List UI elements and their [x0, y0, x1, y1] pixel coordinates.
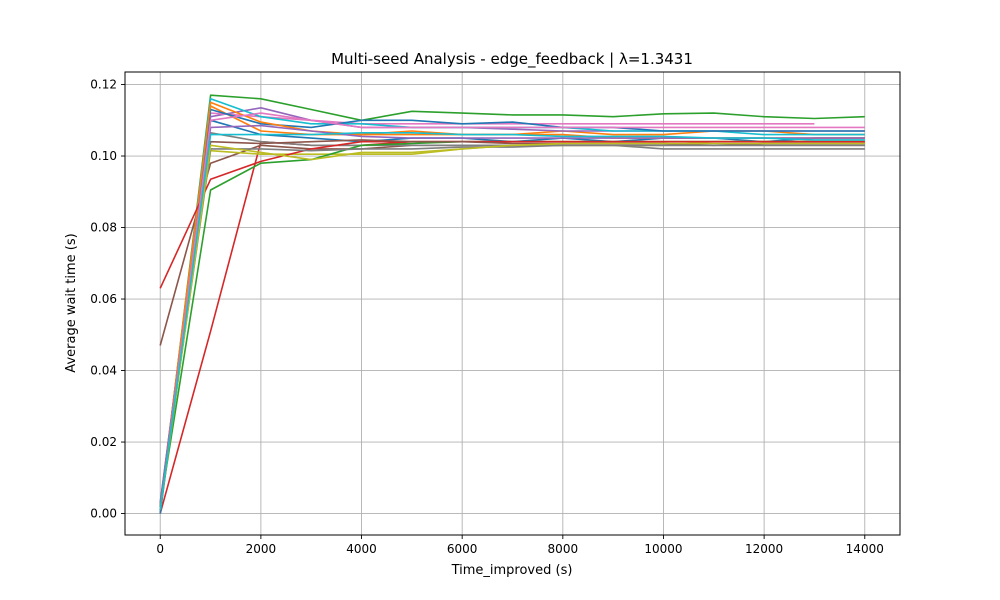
series-line-18 — [159, 144, 865, 507]
series-line-14 — [159, 140, 865, 289]
x-tick-label: 2000 — [246, 542, 277, 556]
x-tick-label: 8000 — [548, 542, 579, 556]
y-tick-label: 0.12 — [90, 78, 117, 92]
x-tick-label: 12000 — [745, 542, 783, 556]
y-tick-label: 0.08 — [90, 221, 117, 235]
plot-frame — [124, 71, 901, 536]
x-axis-label: Time_improved (s) — [451, 563, 573, 578]
series-line-17 — [159, 112, 865, 511]
y-axis-label: Average wait time (s) — [64, 233, 79, 372]
x-axis-ticks: 0 2000 4000 6000 8000 10000 12000 14000 — [156, 535, 884, 556]
y-tick-label: 0.02 — [90, 435, 117, 449]
chart-title: Multi-seed Analysis - edge_feedback | λ=… — [331, 50, 693, 69]
series-line-20 — [159, 132, 865, 511]
x-tick-label: 6000 — [447, 542, 478, 556]
y-axis-ticks: 0.00 0.02 0.04 0.06 0.08 0.10 0.12 — [90, 78, 125, 521]
y-tick-label: 0.00 — [90, 507, 117, 521]
y-tick-label: 0.06 — [90, 292, 117, 306]
x-tick-label: 14000 — [846, 542, 884, 556]
x-tick-label: 10000 — [644, 542, 682, 556]
series-lines — [159, 94, 865, 514]
series-line-3 — [159, 94, 865, 511]
x-tick-label: 4000 — [346, 542, 377, 556]
y-tick-label: 0.04 — [90, 364, 117, 378]
series-line-19 — [159, 142, 865, 511]
x-tick-label: 0 — [156, 542, 164, 556]
y-tick-label: 0.10 — [90, 149, 117, 163]
